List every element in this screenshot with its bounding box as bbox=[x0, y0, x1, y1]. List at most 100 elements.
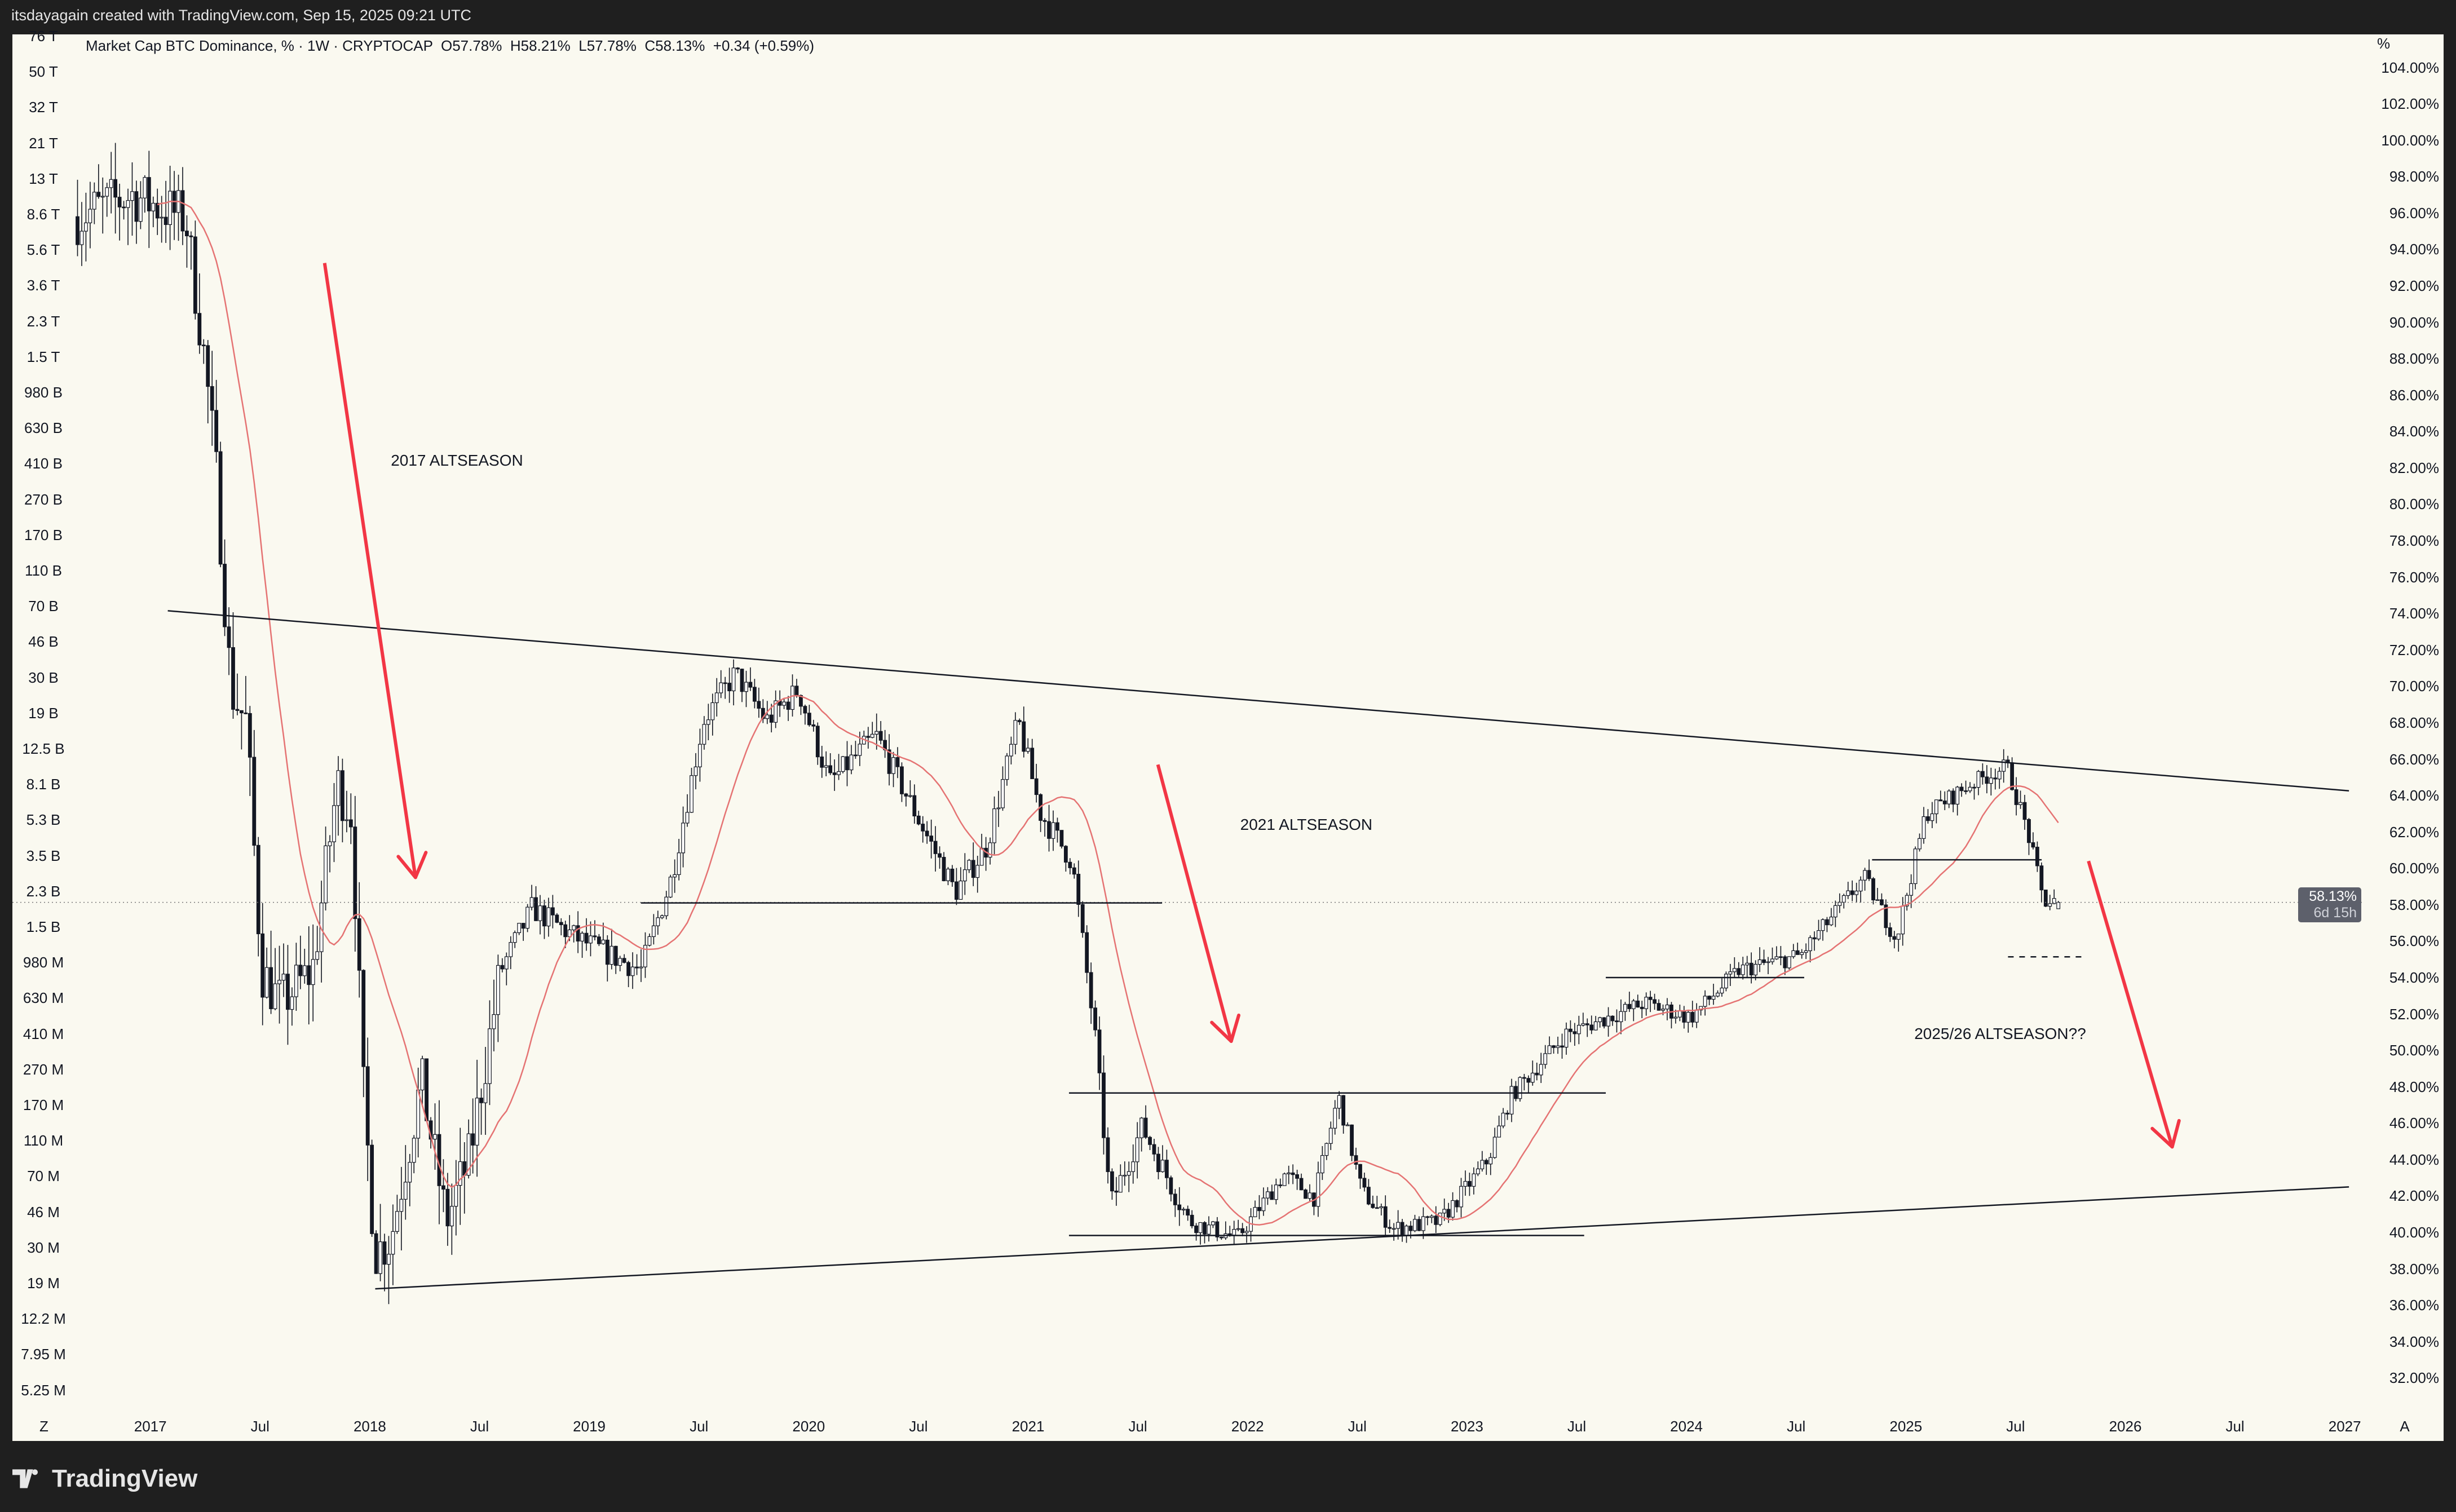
candle-body bbox=[916, 815, 921, 825]
candle-body bbox=[1009, 744, 1013, 757]
candle-body bbox=[1817, 930, 1821, 940]
candle-body bbox=[290, 996, 294, 1010]
candle-body bbox=[1812, 937, 1817, 940]
candle bbox=[1219, 1236, 1223, 1240]
right-axis-label: 76.00% bbox=[2389, 568, 2439, 586]
candle bbox=[311, 924, 315, 1022]
candle-body bbox=[1909, 883, 1914, 896]
candle-body bbox=[1350, 1124, 1354, 1156]
candle bbox=[1930, 802, 1934, 828]
candle-body bbox=[714, 692, 719, 704]
left-axis-label: 76 T bbox=[29, 28, 58, 45]
candle bbox=[1043, 818, 1047, 837]
candle-body bbox=[1291, 1172, 1295, 1175]
candle-body bbox=[298, 965, 303, 976]
candle bbox=[874, 713, 879, 750]
candle-body bbox=[509, 942, 513, 957]
candle bbox=[891, 751, 895, 788]
candle-body bbox=[996, 807, 1001, 810]
candle bbox=[1240, 1223, 1245, 1236]
candle-body bbox=[1791, 950, 1796, 957]
tradingview-logo[interactable]: TradingView bbox=[12, 1465, 197, 1493]
candle-body bbox=[811, 724, 816, 727]
candle bbox=[559, 918, 563, 936]
candle-body bbox=[1724, 974, 1728, 989]
auto-scale-button[interactable]: A bbox=[2400, 1418, 2410, 1435]
right-axis-label: 66.00% bbox=[2389, 750, 2439, 768]
candle bbox=[1682, 1006, 1686, 1029]
candle bbox=[1022, 706, 1026, 758]
right-axis-label: 40.00% bbox=[2389, 1224, 2439, 1241]
candle bbox=[597, 934, 601, 947]
left-axis-label: 3.5 B bbox=[26, 847, 61, 864]
candle-body bbox=[353, 826, 357, 919]
right-axis-label: 48.00% bbox=[2389, 1078, 2439, 1095]
candle bbox=[878, 721, 883, 745]
candle-body bbox=[542, 905, 546, 927]
candle-body bbox=[1257, 1207, 1261, 1212]
candle bbox=[1379, 1203, 1384, 1215]
candle bbox=[471, 1098, 475, 1174]
candle-body bbox=[1505, 1112, 1509, 1115]
candle-body bbox=[1556, 1045, 1560, 1048]
candle-body bbox=[820, 756, 824, 768]
candle-body bbox=[445, 1188, 450, 1227]
candle bbox=[412, 1135, 416, 1174]
candle bbox=[324, 826, 328, 910]
candle-body bbox=[1572, 1031, 1577, 1034]
candle bbox=[1492, 1128, 1497, 1159]
candle bbox=[1631, 999, 1636, 1022]
candle bbox=[1459, 1178, 1463, 1218]
right-axis-label: 70.00% bbox=[2389, 678, 2439, 695]
candle-body bbox=[302, 965, 307, 976]
candle bbox=[1514, 1081, 1518, 1102]
candle-body bbox=[1337, 1095, 1341, 1109]
candle bbox=[1737, 962, 1741, 978]
candle bbox=[1766, 957, 1770, 974]
candle-body bbox=[841, 756, 845, 772]
candle-body bbox=[1026, 748, 1030, 752]
candle-body bbox=[1981, 771, 1985, 777]
candle bbox=[122, 201, 126, 220]
chart-area[interactable] bbox=[12, 34, 2444, 1441]
candle-body bbox=[1968, 786, 1972, 792]
candle-body bbox=[1429, 1215, 1434, 1218]
candle bbox=[1636, 994, 1640, 1008]
candle bbox=[824, 751, 828, 776]
candle-body bbox=[782, 701, 787, 706]
moving-average-line bbox=[157, 200, 2059, 1226]
candle bbox=[185, 215, 189, 268]
legend-open: O57.78% bbox=[440, 37, 502, 54]
candle-body bbox=[328, 841, 332, 846]
candle bbox=[357, 882, 361, 998]
candle bbox=[1556, 1036, 1560, 1054]
candle-body bbox=[887, 749, 891, 774]
candle-body bbox=[1901, 905, 1905, 935]
candle bbox=[96, 164, 101, 199]
candle-body bbox=[294, 965, 298, 997]
candle bbox=[420, 1055, 425, 1107]
symbol-legend[interactable]: Market Cap BTC Dominance, % · 1W · CRYPT… bbox=[86, 37, 814, 54]
candle-body bbox=[1989, 777, 1993, 784]
candle bbox=[391, 1204, 395, 1285]
candle bbox=[660, 914, 664, 919]
zoom-button[interactable]: Z bbox=[39, 1418, 48, 1435]
candle-body bbox=[1657, 1003, 1661, 1011]
candle-body bbox=[1535, 1072, 1539, 1076]
candle bbox=[593, 920, 597, 940]
candle bbox=[693, 753, 698, 790]
logo-text: TradingView bbox=[52, 1465, 198, 1492]
candle-body bbox=[757, 701, 761, 709]
candle bbox=[1703, 990, 1707, 1016]
candle-body bbox=[1160, 1160, 1165, 1173]
candle-body bbox=[256, 845, 260, 935]
candle bbox=[286, 945, 290, 1045]
candle-body bbox=[710, 702, 715, 720]
left-axis-label: 7.95 M bbox=[21, 1346, 66, 1363]
time-axis-label: Jul bbox=[250, 1418, 270, 1435]
candle-body bbox=[1703, 996, 1707, 1007]
candle bbox=[1181, 1207, 1186, 1215]
candle-body bbox=[525, 907, 530, 929]
candle-body bbox=[656, 917, 660, 926]
